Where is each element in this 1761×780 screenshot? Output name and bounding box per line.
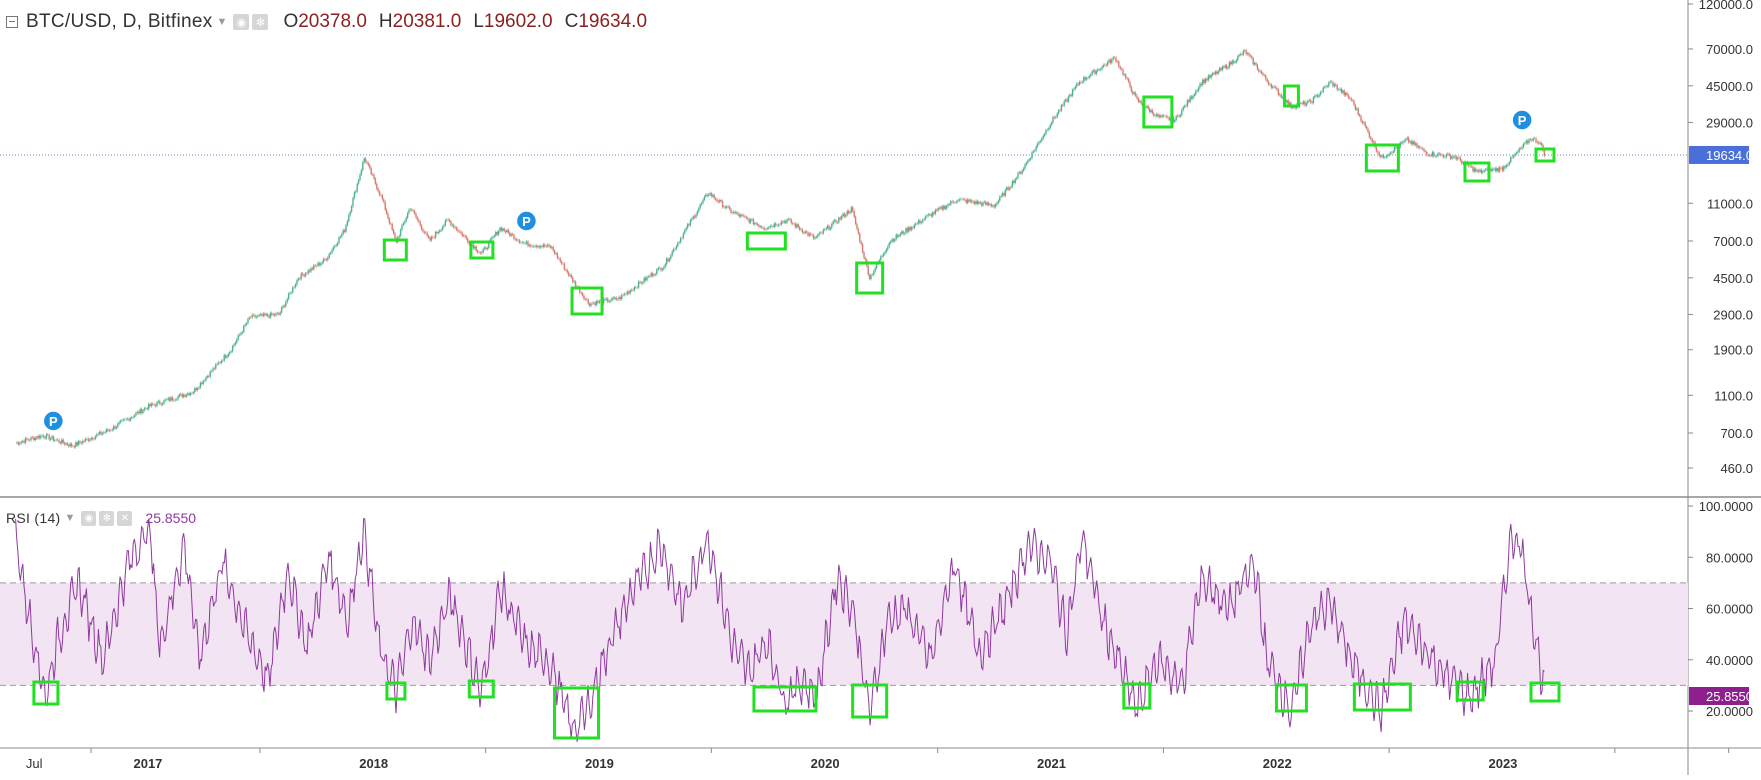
price-axis: 460.0 700.0 1100.0 1900.0 2900.0 4500.0 7000.0… xyxy=(1688,0,1753,476)
eye-icon[interactable]: ◉ xyxy=(233,14,250,30)
rsi-highlight-box xyxy=(1529,681,1561,703)
price-highlight-box xyxy=(1142,95,1174,129)
price-tick-label: 11000.0 xyxy=(1707,196,1753,211)
last-price-label-bg xyxy=(1689,145,1749,164)
price-series xyxy=(16,48,1546,449)
rsi-highlight-box xyxy=(553,686,601,740)
price-tick-label: 460.0 xyxy=(1720,461,1753,476)
price-highlight-box xyxy=(1282,84,1300,108)
time-tick-label: 2023 xyxy=(1488,756,1517,771)
rsi-highlights xyxy=(32,679,1561,740)
open-label: O xyxy=(283,11,299,32)
collapse-icon[interactable] xyxy=(6,16,18,28)
price-tick-label: 29000.0 xyxy=(1706,115,1753,130)
price-tick-label: 70000.0 xyxy=(1706,42,1753,57)
pivot-marker xyxy=(42,410,65,432)
rsi-series xyxy=(15,518,1545,742)
time-tick-label: 2022 xyxy=(1263,756,1292,771)
price-highlight-box xyxy=(382,238,408,262)
rsi-title[interactable]: RSI (14) xyxy=(6,510,61,526)
rsi-axis: 20.0000 40.0000 60.0000 80.0000 100.0000 xyxy=(1688,499,1753,719)
rsi-highlight-box xyxy=(1455,680,1485,702)
price-highlight-box xyxy=(1534,147,1556,163)
symbol-label[interactable]: BTC/USD, D, Bitfinex xyxy=(26,11,213,32)
pivot-marker-label: P xyxy=(49,414,58,429)
rsi-eye-icon[interactable]: ◉ xyxy=(81,510,97,526)
high-value: 20381.0 xyxy=(392,11,462,32)
rsi-line xyxy=(15,518,1545,742)
rsi-value: 25.8550 xyxy=(145,510,197,526)
price-highlights xyxy=(382,84,1556,316)
time-tick-label: Jul xyxy=(26,756,43,771)
price-highlight-box xyxy=(855,261,885,295)
rsi-highlight-box xyxy=(1274,683,1308,713)
rsi-highlight-box xyxy=(32,680,60,706)
pivot-markers: P P P xyxy=(42,109,1533,432)
rsi-tick-label: 100.0000 xyxy=(1699,499,1753,514)
price-highlight-box xyxy=(469,240,495,260)
price-tick-label: 1100.0 xyxy=(1714,388,1753,403)
low-value: 19602.0 xyxy=(483,11,553,32)
price-tick-label: 7000.0 xyxy=(1713,234,1753,249)
time-tick-label: 2020 xyxy=(811,756,840,771)
main-legend: BTC/USD, D, Bitfinex ▼ ◉ ✻ O 20378.0 H 203… xyxy=(6,9,647,35)
rsi-highlight-box xyxy=(851,683,889,719)
low-label: L xyxy=(473,11,484,32)
rsi-tick-label: 60.0000 xyxy=(1706,602,1753,617)
rsi-tick-label: 40.0000 xyxy=(1706,653,1753,668)
time-tick-label: 2019 xyxy=(585,756,614,771)
rsi-legend: RSI (14) ▼ ◉ ✻ ✕ 25.8550 xyxy=(6,508,196,528)
rsi-highlight-box xyxy=(1352,682,1412,712)
pivot-marker-label: P xyxy=(1518,113,1527,128)
price-tick-label: 2900.0 xyxy=(1713,307,1753,322)
pivot-marker xyxy=(515,210,538,232)
pivot-marker-label: P xyxy=(522,214,531,229)
price-highlight-box xyxy=(570,286,604,316)
rsi-gear-icon[interactable]: ✻ xyxy=(99,510,115,526)
close-label: C xyxy=(564,11,579,32)
chevron-down-icon[interactable]: ▼ xyxy=(216,16,228,28)
price-highlight-box xyxy=(745,231,787,251)
rsi-last-label-bg xyxy=(1689,686,1749,705)
open-value: 20378.0 xyxy=(298,11,367,32)
time-tick-label: 2017 xyxy=(133,756,162,771)
rsi-chevron-down-icon[interactable]: ▼ xyxy=(64,512,76,524)
price-tick-label: 1900.0 xyxy=(1713,343,1753,358)
last-price-label: 19634.0 xyxy=(1706,148,1753,163)
rsi-tick-label: 80.0000 xyxy=(1706,550,1753,565)
gear-icon[interactable]: ✻ xyxy=(252,14,269,30)
price-highlight-box xyxy=(1364,143,1400,173)
pivot-marker xyxy=(1511,109,1533,131)
rsi-highlight-box xyxy=(467,679,495,699)
rsi-last-label: 25.8550 xyxy=(1706,689,1753,704)
price-highlight-box xyxy=(1463,161,1491,183)
time-tick-label: 2018 xyxy=(359,756,388,771)
rsi-close-icon[interactable]: ✕ xyxy=(117,510,133,526)
rsi-highlight-box xyxy=(1122,682,1152,710)
rsi-highlight-box xyxy=(752,685,818,713)
price-tick-label: 700.0 xyxy=(1720,426,1753,441)
rsi-highlight-box xyxy=(385,681,407,701)
time-tick-label: 2021 xyxy=(1037,756,1066,771)
close-value: 19634.0 xyxy=(578,11,648,32)
time-axis: Jul 2017 2018 2019 2020 2021 2022 2023 xyxy=(26,748,1730,771)
rsi-tick-label: 20.0000 xyxy=(1706,704,1753,719)
price-tick-label: 120000.0 xyxy=(1699,0,1753,12)
high-label: H xyxy=(378,11,393,32)
price-tick-label: 4500.0 xyxy=(1713,271,1753,286)
price-tick-label: 45000.0 xyxy=(1706,79,1753,94)
